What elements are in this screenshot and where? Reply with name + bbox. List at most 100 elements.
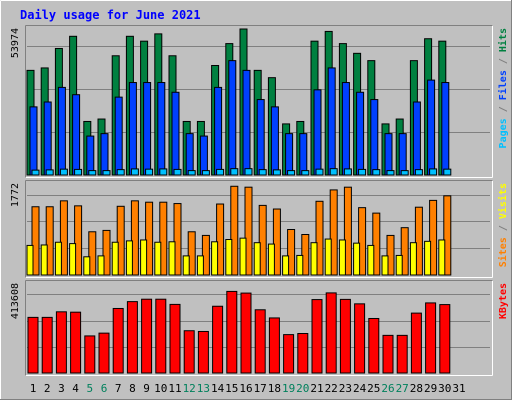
bar-sites xyxy=(443,195,452,276)
day-label: 21 xyxy=(310,382,323,395)
chart-panels: 53974 Pages / Files / Hits 1772 Sites / Vis… xyxy=(10,25,509,376)
bar-files xyxy=(327,67,336,176)
day-label: 22 xyxy=(325,382,338,395)
day-label: 7 xyxy=(115,382,122,395)
bar-visits xyxy=(310,242,318,276)
bar-visits xyxy=(296,254,304,276)
day-label: 31 xyxy=(452,382,465,395)
bar-files xyxy=(114,96,123,176)
bar-visits xyxy=(97,255,105,276)
bar-sites xyxy=(145,201,154,276)
bar-files xyxy=(128,82,137,176)
bar-files xyxy=(185,133,194,176)
axis-label-part: Visits xyxy=(497,183,509,219)
bar-visits xyxy=(324,238,332,276)
day-label: 11 xyxy=(168,382,181,395)
bar-visits xyxy=(424,240,432,276)
bar-sites xyxy=(159,201,168,276)
bar-kbytes xyxy=(254,309,266,374)
axis-label-part: Files xyxy=(497,70,509,100)
day-label: 9 xyxy=(143,382,150,395)
bar-sites xyxy=(201,234,210,276)
day-label: 4 xyxy=(72,382,79,395)
bar-kbytes xyxy=(197,330,209,374)
bar-sites xyxy=(130,200,139,276)
x-axis-day-labels: 1 2 3 4 5 6 7 8 9 10 11 12 13 14 15 16 17 18 19 20 21 22 23 24 2… xyxy=(30,382,466,395)
bar-visits xyxy=(438,239,446,276)
bar-pages xyxy=(343,168,352,176)
bar-pages xyxy=(201,170,210,176)
axis-label: Pages / Files / Hits xyxy=(497,28,509,148)
day-label: 29 xyxy=(424,382,437,395)
bar-sites xyxy=(343,186,352,276)
bar-files xyxy=(242,69,251,176)
bar-kbytes xyxy=(155,298,167,374)
bar-pages xyxy=(173,168,182,176)
bar-sites xyxy=(173,203,182,276)
day-label: 3 xyxy=(58,382,65,395)
day-label: 14 xyxy=(211,382,225,395)
axis-label-part: / xyxy=(498,219,509,237)
bar-files xyxy=(143,82,152,176)
bar-pages xyxy=(429,168,438,176)
bar-files xyxy=(214,86,223,176)
bar-pages xyxy=(414,169,423,176)
bar-sites xyxy=(216,203,225,276)
bar-sites xyxy=(287,229,296,276)
bar-kbytes xyxy=(84,335,96,374)
bar-pages xyxy=(301,170,310,176)
bar-kbytes xyxy=(311,299,323,374)
bar-files xyxy=(370,99,379,176)
bar-visits xyxy=(196,255,204,276)
bar-sites xyxy=(386,234,395,276)
day-label: 10 xyxy=(154,382,167,395)
bar-kbytes xyxy=(27,316,39,374)
bar-sites xyxy=(31,206,40,276)
bar-pages xyxy=(400,170,409,176)
bar-pages xyxy=(230,168,239,176)
bar-kbytes xyxy=(126,301,138,374)
bar-files xyxy=(384,133,393,176)
bar-visits xyxy=(83,256,91,276)
bar-visits xyxy=(211,241,219,276)
bar-sites xyxy=(301,234,310,276)
bar-visits xyxy=(111,241,119,276)
bar-sites xyxy=(414,206,423,276)
bar-kbytes xyxy=(325,292,337,374)
day-label: 15 xyxy=(225,382,238,395)
axis-label-part: Hits xyxy=(497,28,509,52)
bar-pages xyxy=(358,168,367,176)
bar-visits xyxy=(40,244,48,276)
bar-sites xyxy=(429,199,438,276)
day-label: 5 xyxy=(86,382,93,395)
bar-visits xyxy=(168,241,176,276)
day-label: 23 xyxy=(339,382,352,395)
bar-kbytes xyxy=(212,305,224,374)
day-label: 24 xyxy=(353,382,367,395)
day-label: 8 xyxy=(129,382,136,395)
bar-visits xyxy=(353,242,361,276)
bar-pages xyxy=(187,170,196,176)
bar-kbytes xyxy=(283,334,295,374)
bar-kbytes xyxy=(396,334,408,374)
bar-sites xyxy=(272,208,281,276)
bar-pages xyxy=(287,170,296,176)
bar-files xyxy=(299,133,308,176)
bar-files xyxy=(412,101,421,176)
bar-sites xyxy=(372,212,381,276)
bar-files xyxy=(441,82,450,176)
axis-label-part: KBytes xyxy=(498,283,509,319)
bar-files xyxy=(171,91,180,176)
axis-label: Sites / Visits xyxy=(497,183,509,267)
axis-label-part: Pages xyxy=(498,118,509,148)
bar-kbytes xyxy=(410,312,422,374)
bar-kbytes xyxy=(70,311,82,374)
bar-pages xyxy=(59,168,68,176)
bar-pages xyxy=(159,168,168,176)
axis-label: KBytes xyxy=(498,283,509,319)
bar-visits xyxy=(182,255,190,276)
bar-files xyxy=(270,106,279,176)
bar-visits xyxy=(69,243,77,276)
bar-sites xyxy=(74,205,83,276)
bar-visits xyxy=(239,237,247,276)
